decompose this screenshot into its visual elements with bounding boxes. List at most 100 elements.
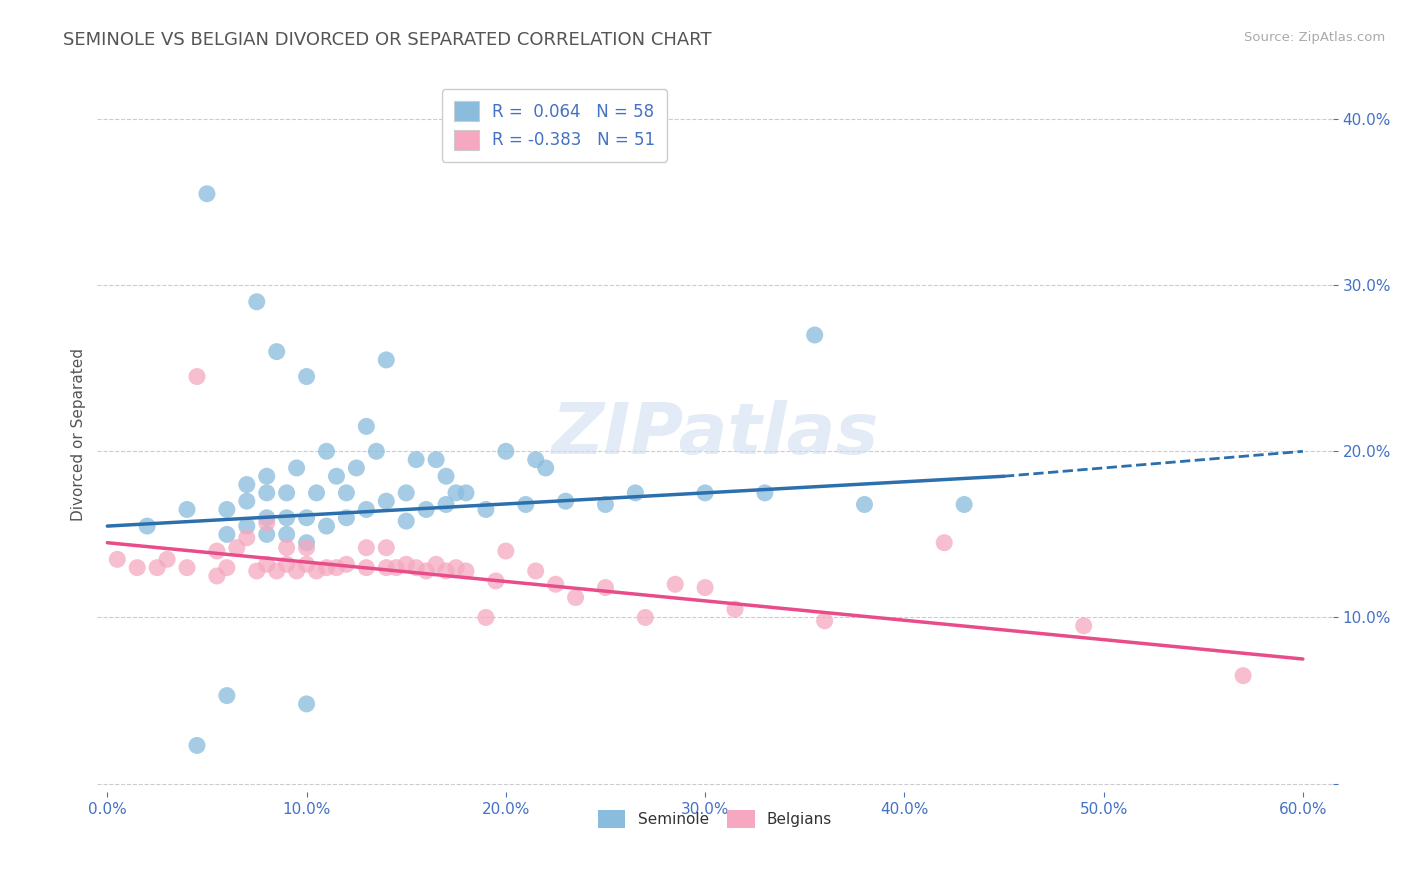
Point bbox=[295, 697, 318, 711]
Point bbox=[256, 558, 278, 572]
Point bbox=[595, 498, 617, 512]
Point bbox=[325, 469, 347, 483]
Point bbox=[215, 560, 238, 574]
Point bbox=[454, 564, 477, 578]
Point bbox=[295, 558, 318, 572]
Point bbox=[236, 477, 259, 491]
Point bbox=[215, 527, 238, 541]
Point bbox=[105, 552, 128, 566]
Point bbox=[356, 541, 378, 555]
Point bbox=[295, 369, 318, 384]
Legend: Seminole, Belgians: Seminole, Belgians bbox=[592, 804, 838, 834]
Point bbox=[236, 519, 259, 533]
Point bbox=[356, 560, 378, 574]
Point bbox=[803, 328, 825, 343]
Point bbox=[385, 560, 408, 574]
Point bbox=[156, 552, 179, 566]
Point bbox=[276, 527, 298, 541]
Point bbox=[425, 558, 447, 572]
Point bbox=[236, 494, 259, 508]
Point bbox=[495, 544, 517, 558]
Point bbox=[366, 444, 388, 458]
Point bbox=[256, 486, 278, 500]
Point bbox=[176, 502, 198, 516]
Point bbox=[434, 469, 457, 483]
Point bbox=[205, 544, 228, 558]
Point bbox=[335, 510, 357, 524]
Point bbox=[444, 486, 467, 500]
Point bbox=[276, 486, 298, 500]
Point bbox=[395, 514, 418, 528]
Point bbox=[305, 564, 328, 578]
Point bbox=[315, 519, 337, 533]
Point bbox=[664, 577, 686, 591]
Point bbox=[454, 486, 477, 500]
Point bbox=[415, 502, 437, 516]
Point bbox=[276, 510, 298, 524]
Point bbox=[256, 516, 278, 530]
Point bbox=[215, 502, 238, 516]
Point bbox=[246, 564, 269, 578]
Point bbox=[554, 494, 576, 508]
Point bbox=[564, 591, 586, 605]
Point bbox=[375, 353, 398, 368]
Point bbox=[236, 531, 259, 545]
Point bbox=[215, 689, 238, 703]
Point bbox=[524, 452, 547, 467]
Point bbox=[524, 564, 547, 578]
Point bbox=[515, 498, 537, 512]
Point bbox=[415, 564, 437, 578]
Point bbox=[205, 569, 228, 583]
Point bbox=[1073, 619, 1095, 633]
Point bbox=[356, 502, 378, 516]
Point bbox=[356, 419, 378, 434]
Point bbox=[315, 560, 337, 574]
Point bbox=[305, 486, 328, 500]
Point bbox=[256, 469, 278, 483]
Point bbox=[375, 494, 398, 508]
Point bbox=[266, 344, 288, 359]
Point bbox=[186, 369, 208, 384]
Point bbox=[225, 541, 247, 555]
Point bbox=[853, 498, 876, 512]
Point bbox=[325, 560, 347, 574]
Point bbox=[195, 186, 218, 201]
Point bbox=[256, 510, 278, 524]
Point bbox=[534, 461, 557, 475]
Point bbox=[335, 486, 357, 500]
Point bbox=[814, 614, 837, 628]
Point bbox=[754, 486, 776, 500]
Point bbox=[934, 535, 956, 549]
Point bbox=[276, 558, 298, 572]
Point bbox=[375, 541, 398, 555]
Point bbox=[475, 502, 498, 516]
Point bbox=[953, 498, 976, 512]
Point bbox=[1232, 668, 1254, 682]
Point bbox=[246, 294, 269, 309]
Point bbox=[375, 560, 398, 574]
Point bbox=[425, 452, 447, 467]
Point bbox=[295, 535, 318, 549]
Point bbox=[186, 739, 208, 753]
Point bbox=[344, 461, 367, 475]
Point bbox=[285, 461, 308, 475]
Point bbox=[295, 541, 318, 555]
Point bbox=[266, 564, 288, 578]
Text: SEMINOLE VS BELGIAN DIVORCED OR SEPARATED CORRELATION CHART: SEMINOLE VS BELGIAN DIVORCED OR SEPARATE… bbox=[63, 31, 711, 49]
Point bbox=[624, 486, 647, 500]
Point bbox=[295, 510, 318, 524]
Point bbox=[315, 444, 337, 458]
Point bbox=[395, 486, 418, 500]
Text: ZIPatlas: ZIPatlas bbox=[551, 401, 879, 469]
Point bbox=[434, 564, 457, 578]
Point bbox=[495, 444, 517, 458]
Y-axis label: Divorced or Separated: Divorced or Separated bbox=[72, 348, 86, 521]
Point bbox=[127, 560, 149, 574]
Point bbox=[146, 560, 169, 574]
Point bbox=[595, 581, 617, 595]
Point bbox=[395, 558, 418, 572]
Point bbox=[485, 574, 508, 588]
Point bbox=[405, 452, 427, 467]
Point bbox=[136, 519, 159, 533]
Point bbox=[693, 581, 716, 595]
